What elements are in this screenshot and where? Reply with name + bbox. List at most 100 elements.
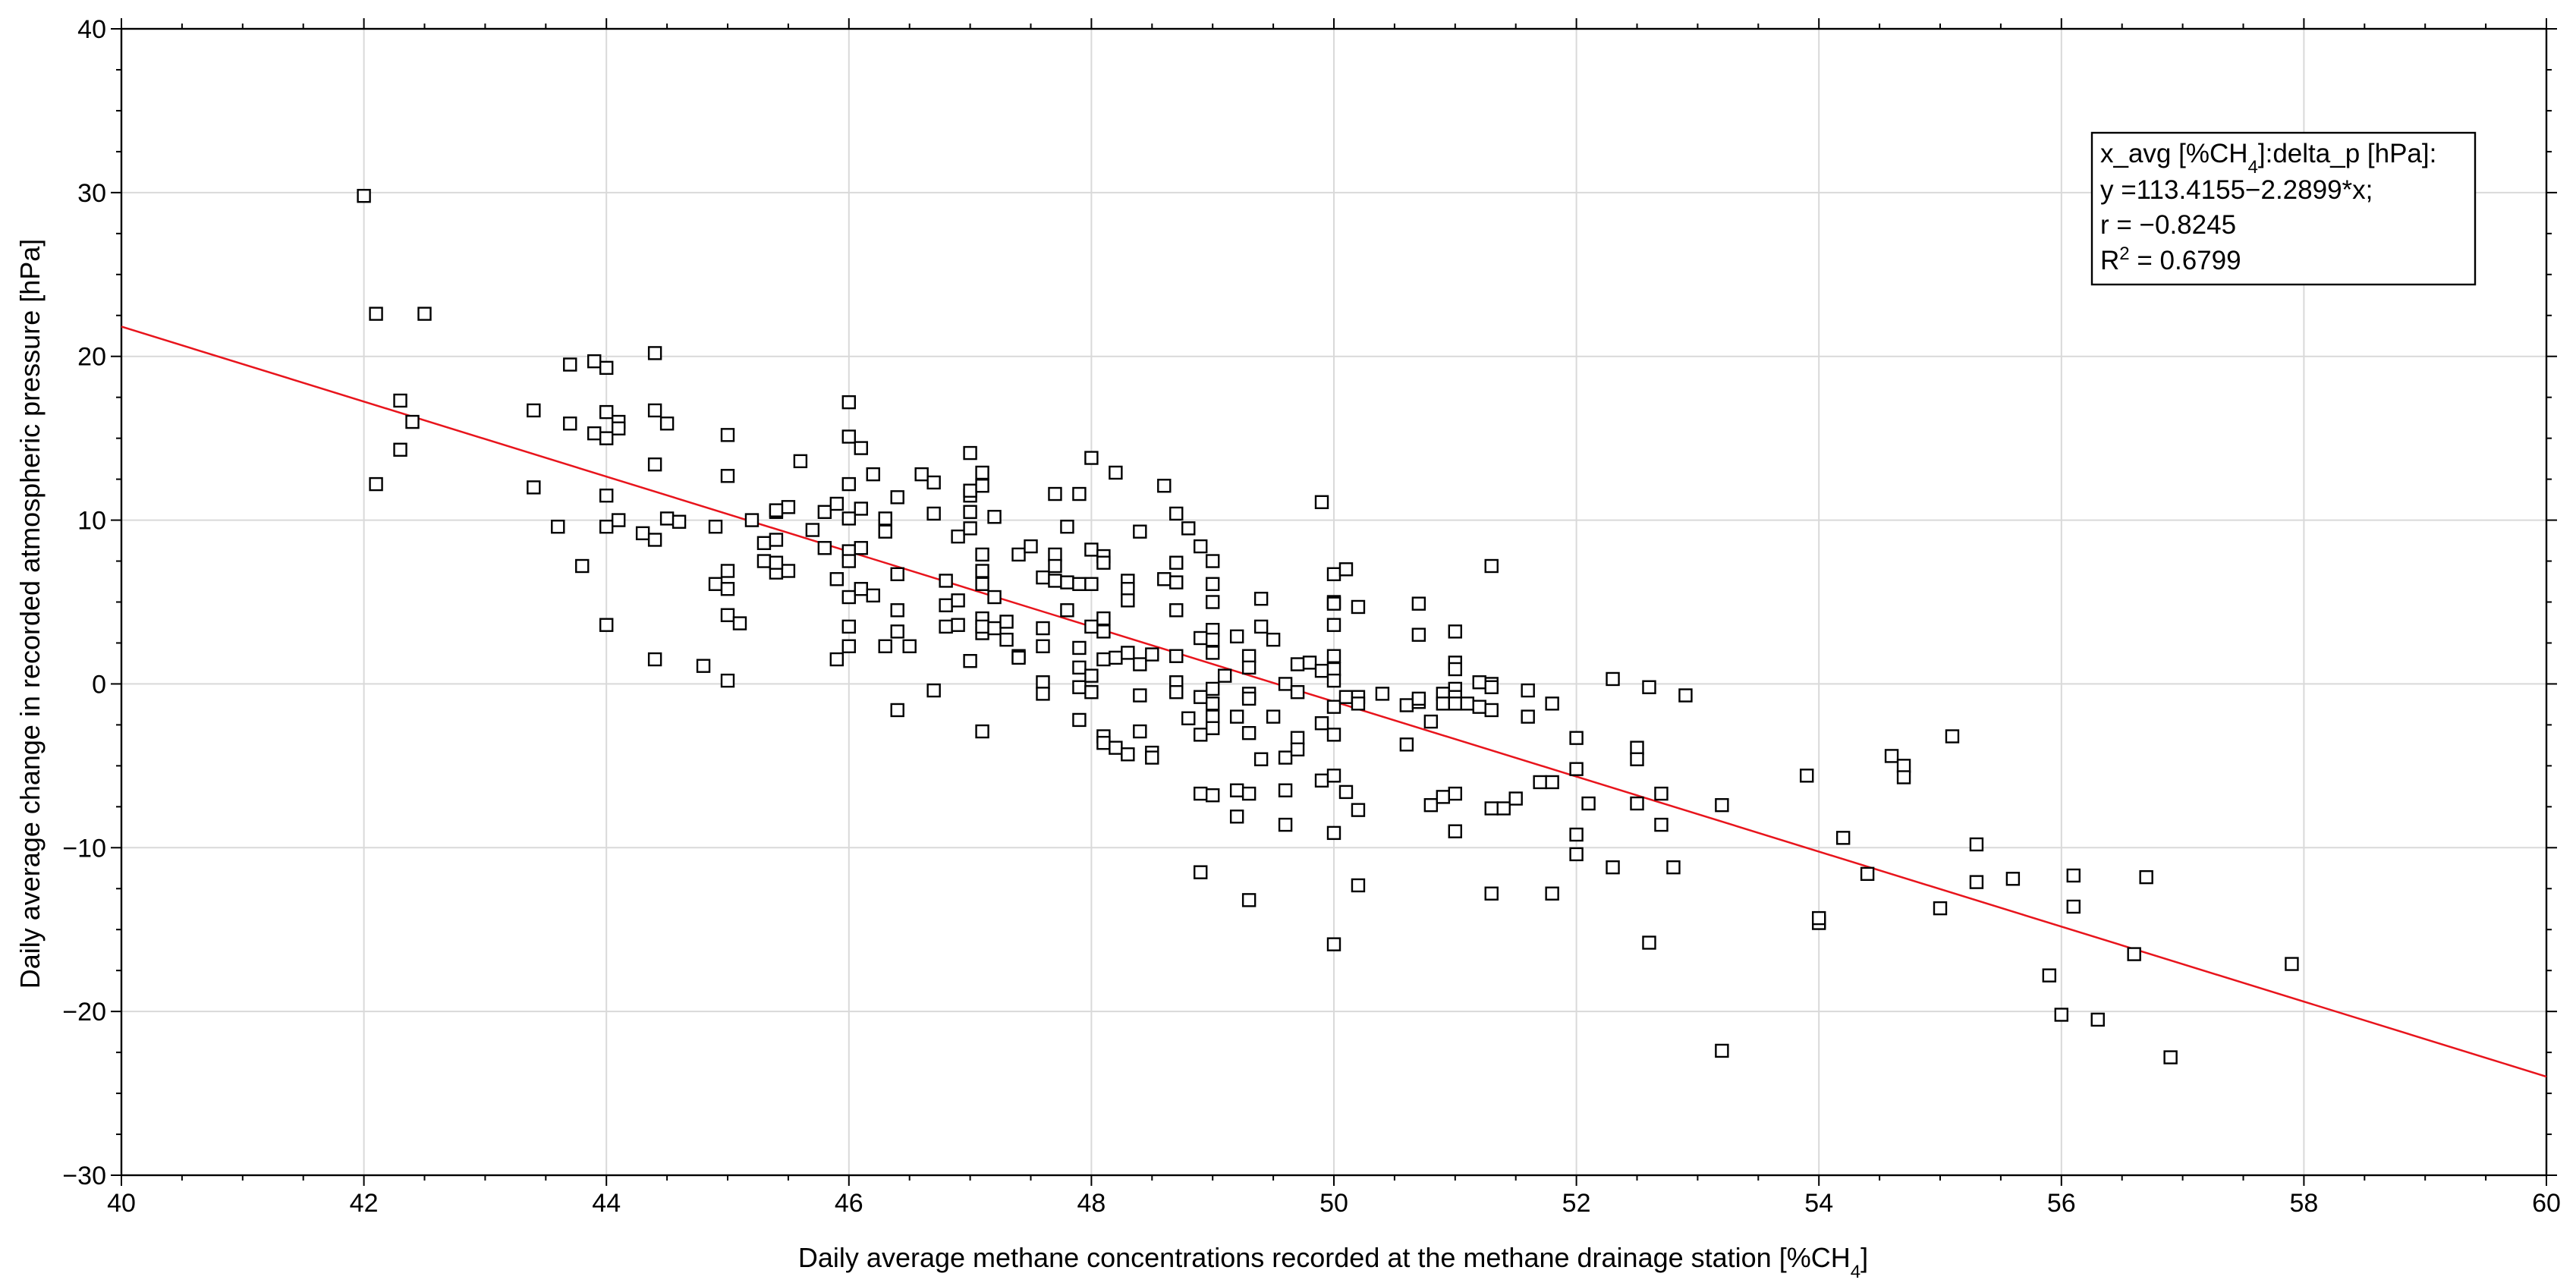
data-point (1715, 1043, 1729, 1058)
data-point (1072, 486, 1087, 502)
data-point (1326, 673, 1341, 688)
data-point (975, 577, 989, 591)
data-point (951, 618, 965, 632)
x-tick-label: 52 (1562, 1189, 1591, 1218)
data-point (393, 442, 407, 457)
data-point (1241, 893, 1257, 907)
regression-legend: x_avg [%CH4]:delta_p [hPa]: y =113.4155−… (2090, 131, 2477, 286)
data-point (659, 511, 675, 526)
data-point (1630, 796, 1644, 811)
data-point (939, 619, 953, 634)
data-point (1496, 801, 1511, 816)
legend-line-variables: x_avg [%CH4]:delta_p [hPa]: (2100, 139, 2436, 178)
data-point (1181, 521, 1196, 536)
data-point (1351, 878, 1366, 893)
data-point (1654, 817, 1669, 832)
x-tick-label: 50 (1319, 1189, 1348, 1218)
data-point (672, 514, 687, 529)
data-point (975, 479, 989, 493)
data-point (1241, 786, 1257, 801)
data-point (1011, 547, 1026, 562)
data-point (1338, 562, 1354, 577)
y-tick-label: 40 (77, 15, 106, 44)
data-point (1169, 685, 1184, 700)
data-point (1241, 649, 1257, 663)
data-point (769, 533, 784, 547)
data-point (1290, 685, 1305, 700)
data-point (1133, 657, 1147, 671)
data-point (1969, 875, 1984, 889)
data-point (1194, 728, 1208, 742)
data-point (1484, 886, 1499, 901)
data-point (1326, 728, 1341, 742)
data-point (1205, 595, 1220, 609)
data-point (987, 621, 1002, 636)
data-point (1569, 762, 1584, 776)
data-point (1084, 542, 1099, 557)
data-point (417, 307, 432, 321)
data-point (1351, 803, 1366, 817)
data-point (1678, 688, 1693, 703)
data-point (1253, 752, 1269, 766)
data-point (2163, 1050, 2178, 1064)
data-point (1896, 770, 1911, 784)
data-point (1036, 621, 1050, 636)
data-point (769, 503, 784, 517)
y-tick-label: 10 (77, 507, 106, 536)
data-point (1266, 709, 1281, 724)
data-point (1169, 506, 1184, 521)
data-point (1194, 690, 1208, 704)
data-point (720, 608, 735, 622)
data-point (841, 554, 857, 568)
data-point (1533, 775, 1547, 790)
data-point (2066, 868, 2081, 883)
data-point (732, 616, 747, 630)
data-point (805, 523, 820, 537)
data-point (1448, 696, 1463, 711)
data-point (963, 654, 977, 668)
data-point (1326, 700, 1341, 714)
data-point (1241, 691, 1257, 706)
data-point (1460, 696, 1474, 711)
data-point (611, 421, 626, 435)
data-point (841, 590, 857, 605)
data-point (829, 496, 845, 511)
data-point (720, 469, 735, 483)
data-point (1084, 668, 1099, 683)
data-point (1326, 662, 1341, 677)
data-point (1326, 596, 1341, 611)
y-tick-label: 30 (77, 179, 106, 208)
data-point (1145, 647, 1159, 662)
data-point (1642, 680, 1656, 694)
data-point (1084, 619, 1099, 634)
y-axis-title: Daily average change in recorded atmosph… (14, 239, 46, 989)
x-tick-label: 44 (592, 1189, 621, 1218)
legend-box (2090, 131, 2477, 286)
data-point (1896, 759, 1911, 773)
data-point (841, 476, 857, 492)
data-point (1508, 791, 1523, 806)
data-point (1253, 619, 1269, 634)
data-point (1036, 687, 1050, 701)
data-point (1194, 786, 1208, 801)
data-point (1278, 750, 1293, 765)
data-point (1581, 796, 1596, 811)
data-point (1096, 652, 1111, 667)
data-point (1036, 639, 1050, 653)
data-point (647, 533, 662, 547)
data-point (1072, 680, 1087, 694)
data-point (1630, 752, 1644, 766)
data-point (1399, 698, 1414, 712)
data-point (963, 445, 977, 461)
data-point (1521, 683, 1535, 698)
data-point (2042, 968, 2057, 983)
data-point (1060, 603, 1074, 618)
data-point (1411, 691, 1426, 706)
data-point (926, 683, 941, 698)
data-point (829, 572, 845, 586)
data-point (902, 639, 917, 653)
x-tick-label: 58 (2289, 1189, 2318, 1218)
data-point (1326, 649, 1341, 663)
data-point (1194, 630, 1208, 646)
